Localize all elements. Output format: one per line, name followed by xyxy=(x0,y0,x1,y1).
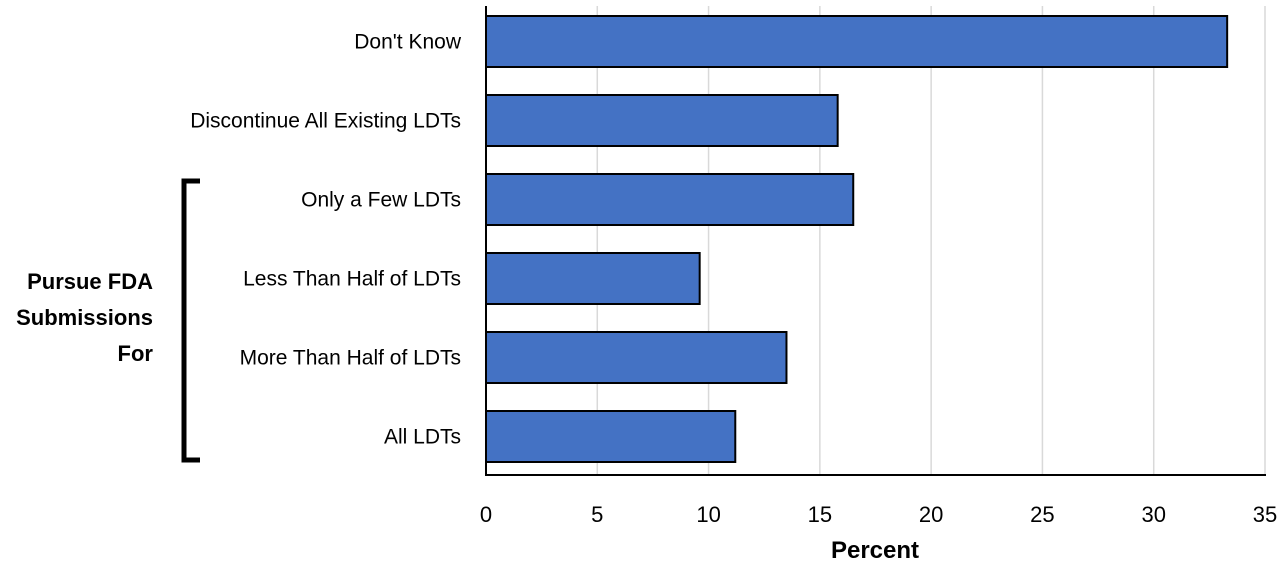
category-label: Don't Know xyxy=(354,31,462,54)
group-bracket: Pursue FDA Submissions For xyxy=(16,178,200,463)
x-tick-label: 5 xyxy=(591,502,603,527)
x-tick-label: 10 xyxy=(696,502,720,527)
bar xyxy=(485,252,701,305)
group-label-line-3: For xyxy=(118,341,154,366)
category-label: Discontinue All Existing LDTs xyxy=(190,110,461,133)
x-tick-label: 15 xyxy=(808,502,832,527)
grid-layer xyxy=(596,6,1266,475)
bar xyxy=(485,15,1229,68)
x-axis-title: Percent xyxy=(831,537,919,562)
x-tick-label: 30 xyxy=(1141,502,1165,527)
bar-layer xyxy=(485,15,1229,463)
bracket-line xyxy=(181,178,200,463)
axis-layer xyxy=(485,6,1266,476)
bar xyxy=(485,173,855,226)
bar xyxy=(485,331,788,384)
group-label-line-1: Pursue FDA xyxy=(27,269,153,294)
x-tick-label: 0 xyxy=(480,502,492,527)
x-tick-label: 25 xyxy=(1030,502,1054,527)
x-tick-label: 20 xyxy=(919,502,943,527)
bar xyxy=(485,410,737,463)
tick-label-layer: 0 5 10 15 20 25 30 35 xyxy=(480,502,1277,527)
x-tick-label: 35 xyxy=(1253,502,1277,527)
category-label-layer: Don't Know Discontinue All Existing LDTs O… xyxy=(190,31,462,449)
group-label-line-2: Submissions xyxy=(16,305,153,330)
category-label: All LDTs xyxy=(384,426,461,449)
bar xyxy=(485,94,839,147)
category-label: Less Than Half of LDTs xyxy=(243,268,461,291)
category-label: More Than Half of LDTs xyxy=(240,347,461,370)
category-label: Only a Few LDTs xyxy=(301,189,461,212)
